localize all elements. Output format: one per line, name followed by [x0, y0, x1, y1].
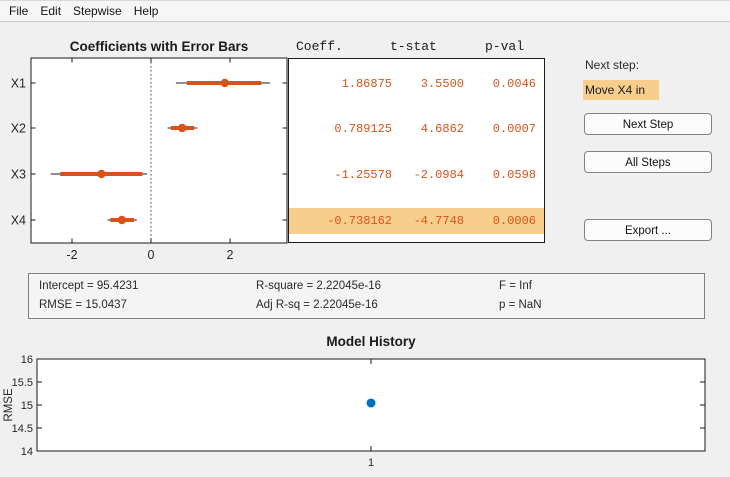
- all-steps-button[interactable]: All Steps: [584, 151, 712, 173]
- table-header-0: Coeff.: [296, 39, 343, 54]
- table-row-x3: -1.25578 -2.0984 0.0598: [289, 162, 544, 188]
- t-stat-value: -2.0984: [413, 168, 464, 182]
- menu-item-stepwise[interactable]: Stepwise: [73, 4, 122, 18]
- table-header-2: p-val: [485, 39, 525, 54]
- coeff-value: 0.789125: [334, 122, 392, 136]
- table-row-x1: 1.86875 3.5500 0.0046: [289, 71, 544, 97]
- coef-point-x1: [220, 78, 230, 88]
- table-row-x4: -0.738162 -4.7748 0.0006: [289, 208, 544, 234]
- history-ylabel: RMSE: [3, 388, 15, 422]
- stat-p: p = NaN: [499, 299, 542, 311]
- coef-table: 1.86875 3.5500 0.0046 0.789125 4.6862 0.0007 -…: [288, 58, 545, 243]
- coef-plot-title: Coefficients with Error Bars: [69, 39, 249, 54]
- export-button[interactable]: Export ...: [584, 219, 712, 241]
- t-stat-value: -4.7748: [413, 214, 464, 228]
- coef-errorbar-x2[interactable]: [167, 123, 198, 133]
- coef-x-tick-label: 2: [227, 248, 234, 262]
- coef-point-x3: [97, 169, 106, 179]
- menu-item-edit[interactable]: Edit: [40, 4, 62, 18]
- coeff-value: 1.86875: [341, 77, 392, 91]
- stat-r-square: R-square = 2.22045e-16: [256, 280, 381, 292]
- coef-point-x2: [177, 123, 187, 133]
- history-point[interactable]: [366, 398, 376, 408]
- coeff-value: -1.25578: [334, 168, 392, 182]
- stat-rmse: RMSE = 15.0437: [39, 299, 127, 311]
- next-step-label: Next step:: [585, 58, 640, 72]
- coef-term-label-x4: X4: [11, 214, 26, 228]
- menu-item-file[interactable]: File: [9, 4, 29, 18]
- menu-item-help[interactable]: Help: [133, 4, 159, 18]
- stat-intercept: Intercept = 95.4231: [39, 280, 139, 292]
- coef-point-x4: [117, 215, 127, 225]
- stats-panel: Intercept = 95.4231 RMSE = 15.0437 R-squ…: [28, 273, 705, 319]
- stat-f: F = Inf: [499, 280, 532, 292]
- history-x-tick-label: 1: [368, 457, 374, 469]
- table-row-x2: 0.789125 4.6862 0.0007: [289, 116, 544, 142]
- coef-x-tick-label: 0: [148, 248, 155, 262]
- model-history-chart: 16 15.5 15 14.5 14 1 RMSE: [3, 354, 706, 469]
- p-val-value: 0.0046: [492, 77, 536, 91]
- p-val-value: 0.0598: [492, 168, 536, 182]
- p-val-value: 0.0006: [492, 214, 536, 228]
- coef-x-tick-label: -2: [66, 248, 77, 262]
- table-headers: Coeff. t-stat p-val: [0, 39, 730, 55]
- coef-errorbar-x4[interactable]: [107, 215, 137, 225]
- history-y-tick-label: 15.5: [12, 377, 33, 389]
- coef-errorbar-x1[interactable]: [175, 78, 270, 88]
- coef-term-label-x1: X1: [11, 77, 26, 91]
- history-y-tick-label: 14: [21, 446, 33, 458]
- coef-term-label-x3: X3: [11, 168, 26, 182]
- menu-bar: File Edit Stepwise Help: [0, 1, 730, 22]
- table-header-1: t-stat: [390, 39, 437, 54]
- coeff-value: -0.738162: [327, 214, 392, 228]
- next-step-suggestion: Move X4 in: [583, 80, 659, 100]
- next-step-button[interactable]: Next Step: [584, 113, 712, 135]
- coefficients-errorbar-chart: -2 0 2 X1 X2 X3 X4: [11, 57, 288, 262]
- coef-term-label-x2: X2: [11, 122, 26, 136]
- p-val-value: 0.0007: [492, 122, 536, 136]
- history-y-tick-label: 16: [21, 354, 33, 366]
- history-y-tick-label: 14.5: [12, 423, 33, 435]
- history-y-tick-label: 15: [21, 400, 33, 412]
- coef-errorbar-x3[interactable]: [50, 169, 148, 179]
- t-stat-value: 3.5500: [420, 77, 464, 91]
- t-stat-value: 4.6862: [420, 122, 464, 136]
- stat-adj-r-sq: Adj R-sq = 2.22045e-16: [256, 299, 378, 311]
- history-plot-title: Model History: [326, 334, 416, 349]
